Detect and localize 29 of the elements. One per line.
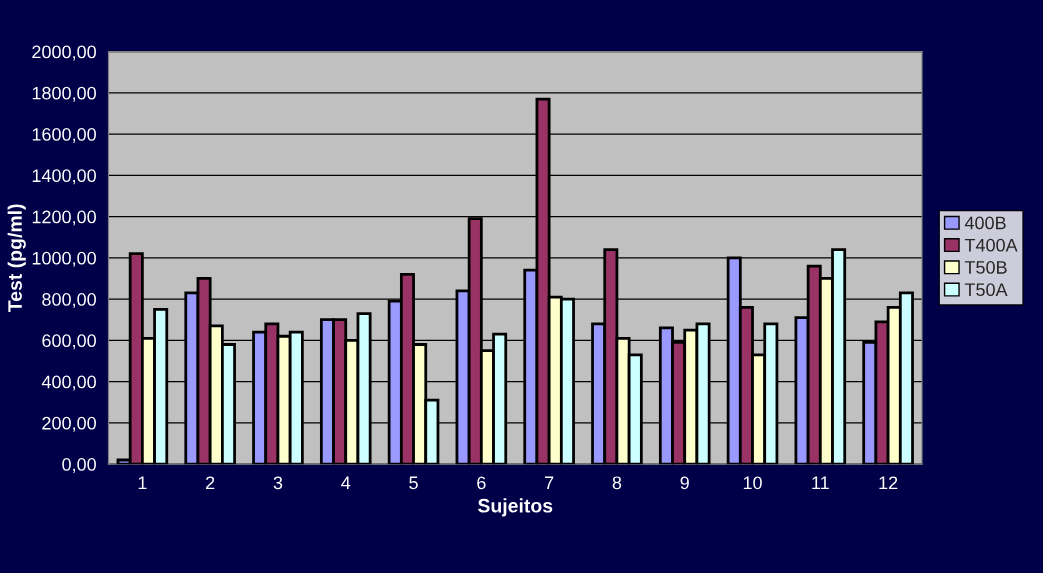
x-tick-label: 6: [477, 476, 486, 490]
y-tick-label: 2000,00: [32, 45, 96, 61]
x-tick-label: 9: [680, 476, 689, 490]
y-tick-label: 600,00: [42, 334, 96, 350]
x-tick-label: 10: [743, 476, 762, 490]
y-tick-label: 1400,00: [32, 169, 96, 185]
x-tick-label: 11: [812, 476, 829, 490]
x-tick-label: 2: [206, 476, 215, 490]
x-tick-label: 4: [341, 476, 351, 490]
legend-label: 400B: [964, 216, 1006, 230]
y-tick-label: 1200,00: [32, 210, 96, 226]
legend-label: T50A: [964, 283, 1008, 297]
y-tick-label: 1800,00: [32, 86, 96, 102]
x-tick-label: 12: [879, 476, 898, 490]
x-tick-label: 5: [409, 476, 418, 490]
x-tick-label: 8: [612, 476, 622, 490]
y-tick-label: 400,00: [41, 375, 96, 391]
y-tick-label: 1600,00: [32, 128, 96, 143]
x-tick-label: 3: [273, 476, 283, 490]
y-tick-label: 0,00: [62, 458, 96, 473]
y-tick-label: 1000,00: [32, 251, 96, 267]
x-tick-label: 7: [545, 476, 554, 490]
y-axis-title: Test (pg/ml): [7, 204, 26, 312]
x-tick-label: 1: [138, 476, 147, 490]
x-axis-title: Sujeitos: [477, 498, 553, 517]
legend-label: T400A: [964, 238, 1018, 252]
legend-label: T50B: [964, 261, 1007, 274]
y-tick-label: 800,00: [42, 293, 96, 308]
y-tick-label: 200,00: [42, 416, 96, 432]
